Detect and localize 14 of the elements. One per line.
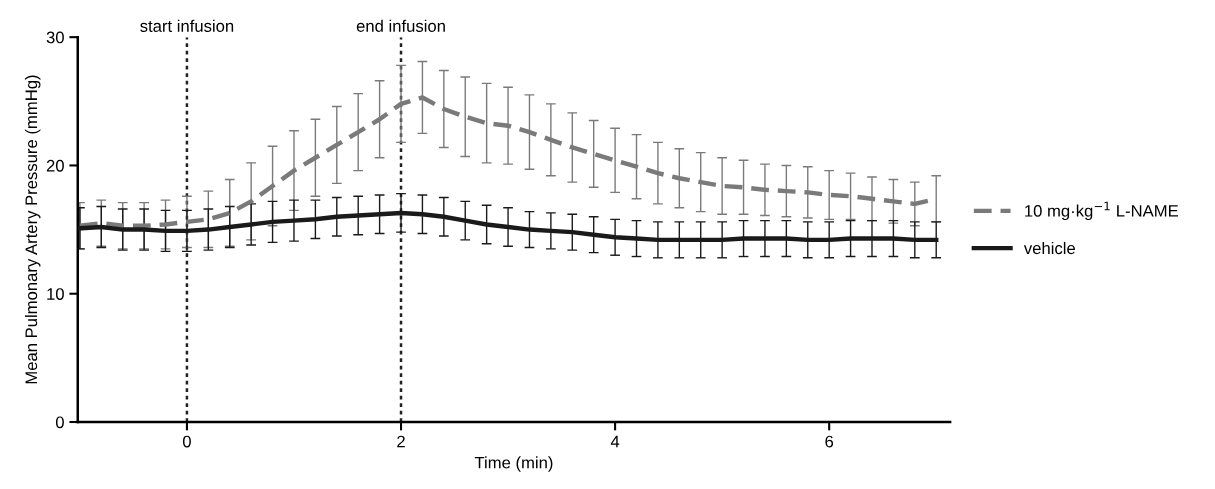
y-tick-label: 20 bbox=[46, 159, 64, 172]
y-axis-title: Mean Pulmonary Artery Pressure (mmHg) bbox=[24, 75, 41, 384]
legend-label: vehicle bbox=[1023, 241, 1075, 255]
y-tick-label: 30 bbox=[46, 31, 64, 44]
x-tick-label: 6 bbox=[825, 435, 834, 448]
y-tick-label: 0 bbox=[55, 416, 64, 429]
x-axis-title: Time (min) bbox=[474, 456, 553, 472]
legend-label: 10 mg·kg$^{−1}$ L-NAME bbox=[1025, 201, 1179, 221]
ref-line-label: end infusion bbox=[356, 19, 445, 32]
y-tick-label: 10 bbox=[47, 288, 64, 300]
ref-line-label: start infusion bbox=[140, 19, 234, 32]
x-tick-label: 2 bbox=[397, 435, 405, 448]
x-tick-label: 0 bbox=[182, 435, 191, 448]
x-tick-label: 4 bbox=[610, 435, 620, 448]
